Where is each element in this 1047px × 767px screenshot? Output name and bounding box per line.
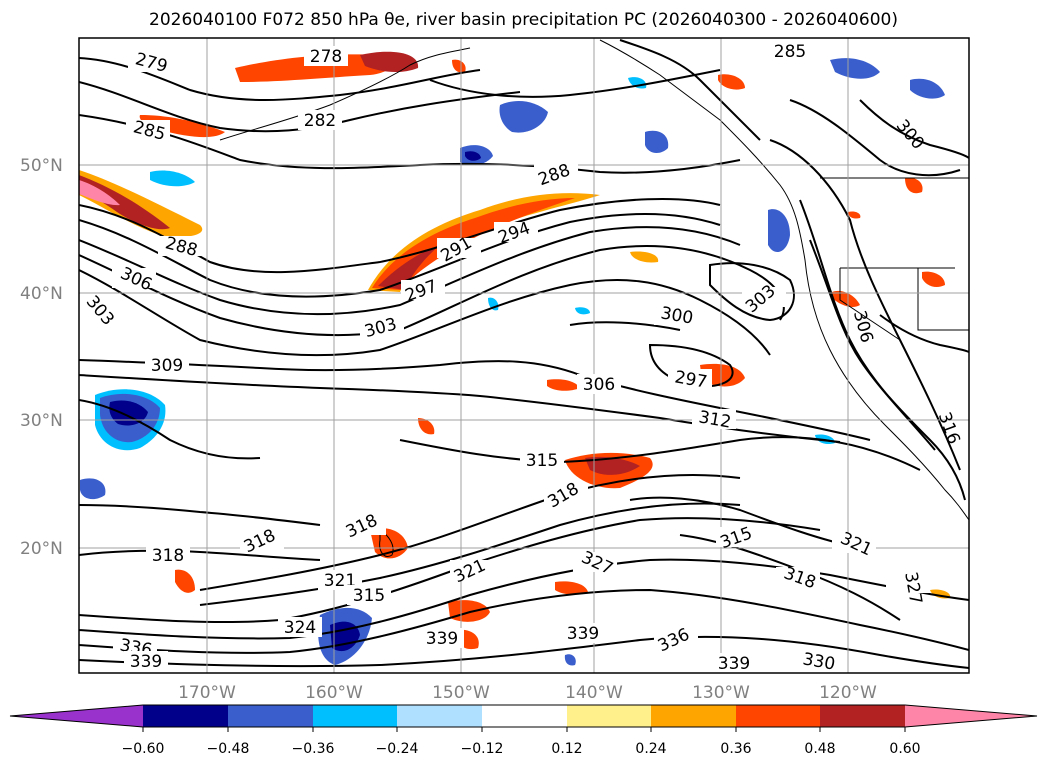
colorbar-segment: [313, 705, 397, 727]
map-title: 2026040100 F072 850 hPa θe, river basin …: [149, 10, 898, 30]
colorbar-tick: −0.36: [292, 741, 335, 757]
lat-label-20n: 20°N: [20, 539, 63, 559]
colorbar-extend-high: [905, 705, 1037, 727]
colorbar-segment: [820, 705, 905, 727]
contour-label: 339: [567, 624, 599, 644]
colorbar-tick: 0.24: [635, 741, 666, 757]
contour-label: 318: [152, 546, 184, 566]
map-frame: [78, 37, 970, 674]
colorbar-tick: 0.12: [551, 741, 582, 757]
contour-label: 324: [284, 618, 316, 638]
colorbar-segment: [736, 705, 820, 727]
lat-label-50n: 50°N: [20, 156, 63, 176]
lon-label-150w: 150°W: [432, 683, 490, 703]
coastline: [219, 39, 969, 557]
contour-label: 339: [718, 654, 750, 674]
latitude-labels: 50°N 40°N 30°N 20°N: [20, 156, 63, 559]
graticule: [79, 38, 969, 673]
colorbar-segment: [143, 705, 228, 727]
contour-label: 309: [151, 356, 183, 376]
contour-label: 285: [774, 42, 806, 62]
contour-label: 306: [583, 375, 615, 395]
colorbar-tick: 0.36: [720, 741, 751, 757]
colorbar-segment: [567, 705, 651, 727]
colorbar-segment: [482, 705, 567, 727]
lat-label-40n: 40°N: [20, 284, 63, 304]
colorbar-tick: −0.12: [461, 741, 504, 757]
contour-label: 339: [426, 629, 458, 649]
lon-label-160w: 160°W: [305, 683, 363, 703]
lon-label-140w: 140°W: [565, 683, 623, 703]
contour-label: 282: [304, 111, 336, 131]
longitude-labels: 170°W 160°W 150°W 140°W 130°W 120°W: [178, 683, 877, 703]
colorbar-tick: 0.48: [804, 741, 835, 757]
lon-label-170w: 170°W: [178, 683, 236, 703]
contour-label: 330: [801, 649, 836, 674]
map-area: 279 278 282 285 285 288 288 291 294 297 …: [79, 38, 969, 674]
contour-label: 315: [526, 451, 558, 471]
contour-label: 278: [310, 47, 342, 67]
lon-label-130w: 130°W: [692, 683, 750, 703]
colorbar-segment: [228, 705, 313, 727]
colorbar-extend-low: [10, 705, 143, 727]
colorbar: −0.60 −0.48 −0.36 −0.24 −0.12 0.12 0.24 …: [9, 704, 1038, 757]
negative-anomaly-fills: [80, 58, 945, 666]
contour-label: 339: [130, 652, 162, 672]
colorbar-tick: −0.60: [122, 741, 165, 757]
colorbar-tick: 0.60: [889, 741, 920, 757]
lon-label-120w: 120°W: [819, 683, 877, 703]
colorbar-tick: −0.48: [207, 741, 250, 757]
contour-label: 315: [353, 586, 385, 606]
colorbar-segment: [651, 705, 736, 727]
theta-e-contours: [79, 39, 969, 669]
lat-label-30n: 30°N: [20, 411, 63, 431]
colorbar-tick: −0.24: [376, 741, 419, 757]
colorbar-segment: [397, 705, 482, 727]
